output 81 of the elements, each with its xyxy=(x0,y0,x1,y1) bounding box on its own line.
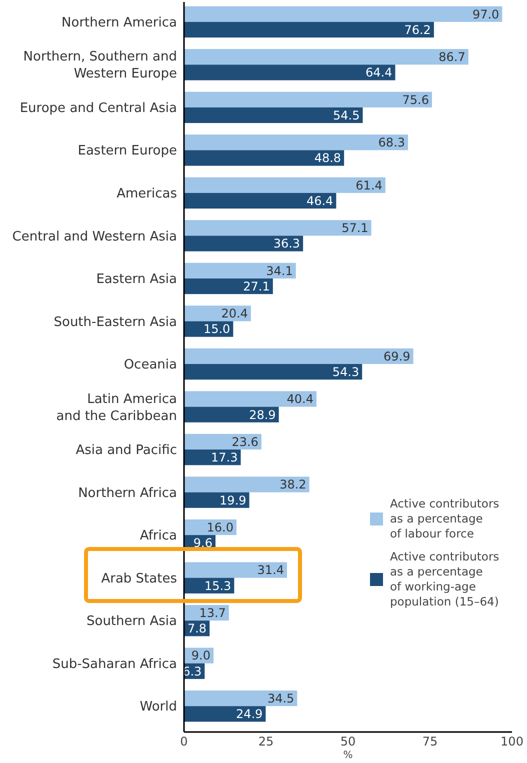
bar xyxy=(184,220,372,236)
bar xyxy=(184,406,279,422)
y-tick-label: Southern Asia xyxy=(86,614,177,630)
x-axis-title: % xyxy=(343,750,353,762)
bar xyxy=(184,177,386,193)
bar xyxy=(184,236,304,252)
data-label: 13.7 xyxy=(199,606,226,620)
y-tick-label: Americas xyxy=(116,186,178,202)
data-label: 9.6 xyxy=(193,536,212,550)
bar xyxy=(184,434,262,450)
data-label: 20.4 xyxy=(221,306,248,321)
data-label: 97.0 xyxy=(472,7,500,22)
data-label: 7.8 xyxy=(187,622,207,636)
y-tick-label: Eastern Europe xyxy=(78,144,177,159)
data-label: 57.1 xyxy=(342,221,368,236)
data-label: 69.9 xyxy=(384,349,410,364)
legend-label: Active contributors as a percentage of labour force xyxy=(390,496,500,540)
bar xyxy=(184,192,336,209)
data-label: 9.0 xyxy=(191,648,211,663)
y-tick-label: Eastern Asia xyxy=(96,272,177,288)
data-label: 46.4 xyxy=(306,194,334,208)
bar xyxy=(184,706,266,722)
bar xyxy=(184,6,502,22)
data-label: 68.3 xyxy=(378,136,406,150)
data-label: 54.5 xyxy=(333,108,360,122)
y-tick-label: Arab States xyxy=(101,571,178,586)
y-tick-label: Europe and Central Asia xyxy=(20,100,177,116)
bar xyxy=(184,150,344,166)
bar xyxy=(184,476,310,492)
data-label: 31.4 xyxy=(257,563,284,578)
y-tick-label: Oceania xyxy=(124,358,177,373)
data-label: 86.7 xyxy=(438,50,466,64)
y-tick-label: Northern America xyxy=(62,15,177,30)
y-tick-label: Asia and Pacific xyxy=(76,443,177,458)
data-label: 38.2 xyxy=(280,478,306,492)
data-label: 34.5 xyxy=(267,692,294,706)
y-tick-label: World xyxy=(140,700,177,715)
y-tick-label: Latin America and the Caribbean xyxy=(56,392,177,424)
data-label: 34.1 xyxy=(266,264,293,278)
bar xyxy=(184,64,396,80)
y-tick-label: Northern, Southern and Western Europe xyxy=(23,50,177,82)
data-label: 64.4 xyxy=(366,66,392,80)
data-label: 15.0 xyxy=(203,322,230,336)
data-label: 75.6 xyxy=(402,92,429,107)
bar xyxy=(184,262,296,278)
bar xyxy=(184,92,432,108)
bar xyxy=(184,562,287,578)
legend-label: Active contributors as a percentage of working-age population (15–64) xyxy=(390,549,500,608)
x-tick-label: 50 xyxy=(340,734,356,749)
data-label: 17.3 xyxy=(211,450,238,465)
y-tick-label: Northern Africa xyxy=(78,486,177,501)
x-tick-label: 0 xyxy=(180,734,188,749)
bar xyxy=(184,22,434,38)
y-tick-label: South-Eastern Asia xyxy=(54,314,177,330)
bar xyxy=(184,348,414,364)
data-label: 76.2 xyxy=(404,22,431,37)
y-tick-label: Sub-Saharan Africa xyxy=(52,656,177,672)
data-label: 54.3 xyxy=(332,365,360,380)
data-label: 36.3 xyxy=(273,236,300,251)
bar xyxy=(184,278,273,294)
bar xyxy=(184,49,468,65)
data-label: 27.1 xyxy=(243,279,270,294)
bar xyxy=(184,391,317,407)
bar xyxy=(184,107,363,124)
data-label: 15.3 xyxy=(204,578,232,593)
data-label: 16.0 xyxy=(206,520,234,534)
data-label: 23.6 xyxy=(232,434,258,449)
x-tick-label: 75 xyxy=(422,734,438,749)
x-tick-label: 25 xyxy=(258,734,274,749)
data-label: 61.4 xyxy=(356,178,382,192)
data-label: 28.9 xyxy=(249,408,276,422)
data-label: 24.9 xyxy=(236,707,263,722)
bar xyxy=(184,690,298,706)
data-label: 19.9 xyxy=(220,493,246,508)
data-label: 48.8 xyxy=(314,151,342,166)
bar xyxy=(184,364,362,380)
y-tick-label: Africa xyxy=(140,528,177,544)
x-tick-label: 100 xyxy=(500,734,524,749)
bar xyxy=(184,134,408,150)
data-label: 40.4 xyxy=(286,392,314,406)
y-tick-label: Central and Western Asia xyxy=(12,229,177,244)
